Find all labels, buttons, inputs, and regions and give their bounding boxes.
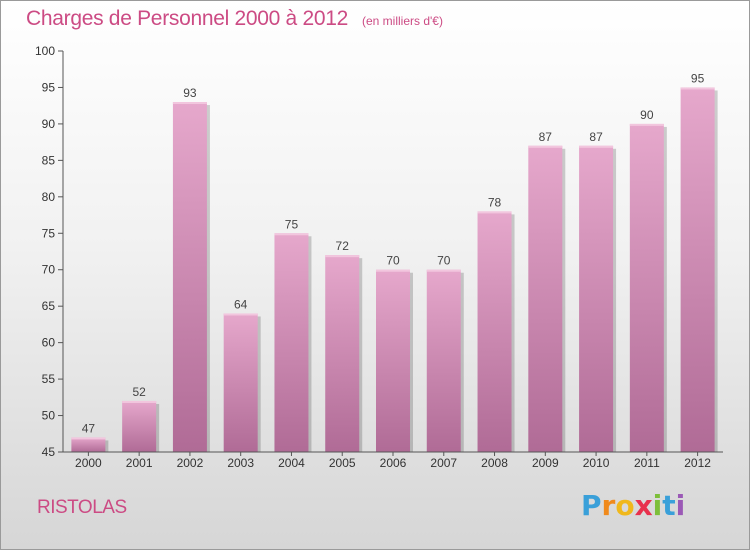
bar-top-edge: [376, 269, 410, 272]
bar: [680, 87, 715, 453]
data-label: 75: [285, 217, 299, 231]
title-row: Charges de Personnel 2000 à 2012 (en mill…: [26, 7, 443, 31]
data-label: 70: [437, 254, 451, 268]
x-tick-label: 2010: [583, 456, 610, 470]
x-tick-label: 2006: [380, 456, 407, 470]
y-tick-label: 85: [42, 153, 56, 167]
bar-top-edge: [71, 437, 106, 440]
bar: [376, 269, 410, 452]
bar-top-edge: [426, 269, 461, 272]
bars-layer: 47 52 93 64 75 72 70 70 78 87 87 90 95: [71, 71, 718, 453]
bar-top-edge: [579, 145, 614, 148]
chart-subtitle: (en milliers d'€): [361, 14, 443, 28]
y-tick-label: 95: [42, 80, 56, 94]
chart-title: Charges de Personnel 2000 à 2012: [26, 7, 348, 30]
x-tick-label: 2007: [430, 456, 457, 470]
bar-top-edge: [172, 102, 207, 105]
y-tick-label: 65: [42, 299, 56, 313]
bar: [426, 269, 461, 452]
proxiti-logo: Proxiti: [581, 489, 685, 522]
y-tick-label: 70: [42, 263, 56, 277]
data-label: 64: [234, 297, 248, 311]
logo-letter: P: [581, 489, 602, 522]
bar: [477, 211, 512, 452]
logo-letter: o: [615, 489, 635, 522]
logo-letter: t: [662, 489, 676, 522]
y-tick-label: 75: [42, 226, 56, 240]
data-label: 52: [132, 385, 146, 399]
x-tick-label: 2012: [684, 456, 711, 470]
bar-top-edge: [325, 255, 360, 258]
x-tick-label: 2008: [481, 456, 508, 470]
data-label: 95: [691, 71, 705, 85]
data-label: 93: [183, 86, 197, 100]
x-tick-label: 2009: [532, 456, 559, 470]
bar-top-edge: [528, 145, 563, 148]
y-tick-label: 45: [42, 445, 56, 459]
bar: [325, 255, 360, 452]
bar: [172, 102, 207, 452]
bar: [629, 123, 664, 452]
y-tick-label: 90: [42, 117, 56, 131]
axis-layer: 2000 2001 2002 2003 2004 2005 2006 2007 2008 2009…: [35, 44, 723, 470]
data-label: 78: [488, 195, 502, 209]
bar-top-edge: [680, 87, 715, 90]
y-tick-label: 100: [35, 44, 55, 58]
bar-top-edge: [274, 233, 309, 236]
x-tick-label: 2001: [126, 456, 153, 470]
bar: [528, 145, 563, 453]
x-tick-label: 2005: [329, 456, 356, 470]
bar: [71, 437, 106, 452]
x-tick-label: 2002: [177, 456, 204, 470]
bar-top-edge: [477, 211, 512, 214]
logo-letter: i: [652, 489, 663, 522]
data-label: 70: [386, 254, 400, 268]
data-label: 90: [640, 108, 654, 122]
bar: [579, 145, 614, 453]
bar-top-edge: [629, 123, 664, 126]
bar-top-edge: [122, 400, 157, 403]
logo-letter: i: [675, 489, 686, 522]
commune-name: RISTOLAS: [37, 497, 127, 518]
bar: [223, 313, 258, 452]
bar-top-edge: [223, 313, 258, 316]
y-tick-label: 55: [42, 372, 56, 386]
x-tick-label: 2004: [278, 456, 305, 470]
logo-letter: r: [601, 489, 616, 522]
y-tick-label: 80: [42, 190, 56, 204]
data-label: 87: [539, 130, 553, 144]
data-label: 87: [589, 130, 603, 144]
x-tick-label: 2000: [75, 456, 102, 470]
y-tick-label: 50: [42, 409, 56, 423]
data-label: 47: [82, 421, 96, 435]
y-tick-label: 60: [42, 336, 56, 350]
bar: [122, 400, 157, 452]
logo-letter: x: [634, 489, 653, 522]
bar: [274, 233, 309, 452]
x-tick-label: 2003: [227, 456, 254, 470]
data-label: 72: [336, 239, 350, 253]
x-tick-label: 2011: [634, 456, 660, 470]
